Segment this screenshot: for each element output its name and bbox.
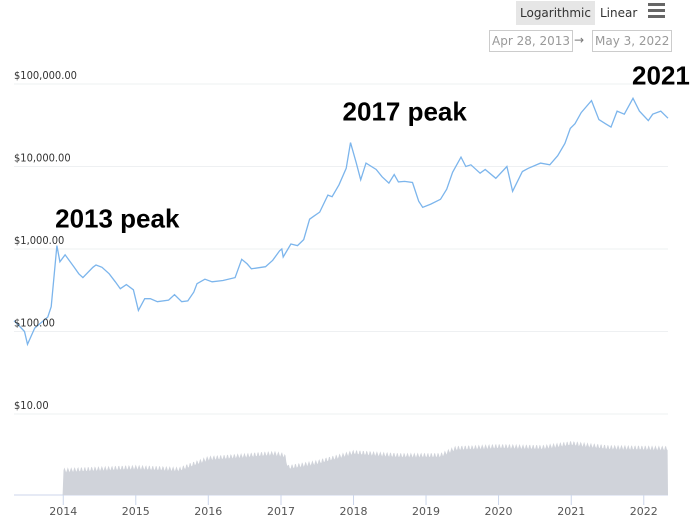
logarithmic-button[interactable]: Logarithmic xyxy=(516,1,595,25)
x-tick-label: 2018 xyxy=(340,505,368,518)
y-tick-label: $10.00 xyxy=(14,399,49,412)
x-tick-label: 2019 xyxy=(412,505,440,518)
volume-area xyxy=(14,441,668,495)
x-tick-label: 2021 xyxy=(557,505,585,518)
y-tick-label: $10,000.00 xyxy=(14,152,71,165)
y-tick-label: $1,000.00 xyxy=(14,234,64,247)
price-line xyxy=(13,96,669,347)
linear-button[interactable]: Linear xyxy=(600,6,638,20)
x-tick-label: 2020 xyxy=(485,505,513,518)
annotation-label: 2013 peak xyxy=(55,204,180,234)
y-tick-label: $100,000.00 xyxy=(14,69,77,82)
y-tick-label: $100.00 xyxy=(14,317,55,330)
annotation-label: 2021 xyxy=(632,60,690,90)
arrow-icon: → xyxy=(574,33,585,47)
annotation-label: 2017 peak xyxy=(343,97,468,127)
x-tick-label: 2022 xyxy=(630,505,658,518)
date-to-input[interactable]: May 3, 2022 xyxy=(592,30,673,52)
x-tick-label: 2014 xyxy=(49,505,77,518)
x-tick-label: 2015 xyxy=(122,505,150,518)
x-tick-label: 2017 xyxy=(267,505,295,518)
hamburger-menu-icon[interactable] xyxy=(648,3,665,21)
date-from-input[interactable]: Apr 28, 2013 xyxy=(489,30,574,52)
x-tick-label: 2016 xyxy=(194,505,222,518)
